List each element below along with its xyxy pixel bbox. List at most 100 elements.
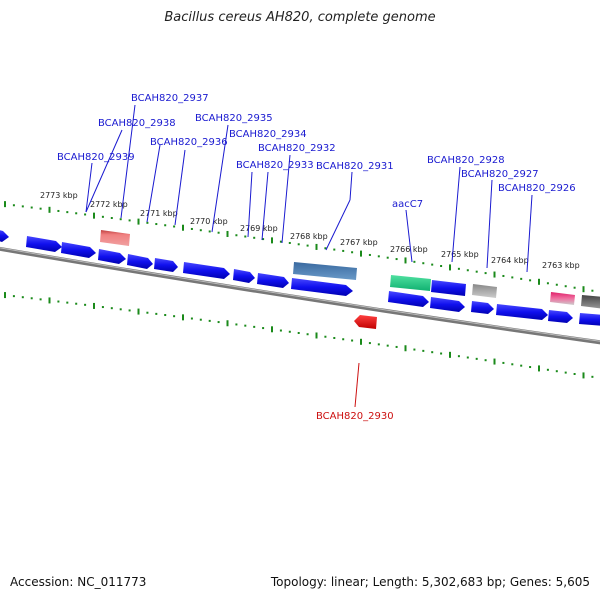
scale-tick (431, 263, 434, 266)
scale-tick (546, 368, 549, 371)
gene-arrow[interactable] (0, 229, 9, 242)
scale-tick (342, 249, 345, 252)
rna-feature[interactable] (293, 262, 357, 280)
scale-tick (137, 308, 140, 315)
scale-tick (502, 274, 505, 277)
gene-arrow[interactable] (61, 242, 96, 258)
scale-tick (368, 253, 371, 256)
scale-tick (493, 358, 496, 365)
scale-label: 2771 kbp (140, 209, 178, 218)
scale-tick (66, 211, 69, 214)
gene-arrow[interactable] (127, 254, 153, 269)
scale-tick (386, 344, 389, 347)
scale-tick (128, 309, 131, 312)
scale-tick (413, 260, 416, 263)
scale-tick (271, 237, 273, 244)
gene-label[interactable]: BCAH820_2928 (427, 155, 505, 166)
gene-label[interactable]: aacC7 (392, 199, 423, 210)
scale-labels: 2773 kbp 2772 kbp 2771 kbp 2770 kbp 2769 kbp… (40, 191, 580, 270)
scale-label: 2764 kbp (491, 256, 529, 265)
scale-tick (93, 302, 95, 309)
scale-tick (164, 224, 167, 227)
gene-label[interactable]: BCAH820_2939 (57, 152, 135, 163)
scale-tick (288, 330, 291, 333)
gene-label[interactable]: BCAH820_2930 (316, 411, 394, 422)
gene-label[interactable]: BCAH820_2937 (131, 93, 209, 104)
scale-label: 2772 kbp (90, 200, 128, 209)
gene-arrow[interactable] (431, 280, 466, 296)
scale-tick (57, 300, 60, 303)
gene-arrow[interactable] (154, 258, 178, 272)
scale-tick (199, 318, 202, 321)
gene-arrow[interactable] (26, 236, 62, 252)
gene-arrow[interactable] (548, 310, 573, 323)
scale-tick (199, 229, 202, 232)
scale-tick (555, 283, 558, 286)
rna-feature[interactable] (472, 284, 497, 298)
gene-label[interactable]: BCAH820_2936 (150, 137, 228, 148)
gene-label[interactable]: BCAH820_2932 (258, 143, 336, 154)
gene-arrow[interactable] (98, 249, 126, 264)
scale-ticks-outer (4, 201, 594, 293)
gene-arrow[interactable] (430, 297, 465, 312)
scale-tick (39, 298, 42, 301)
rna-feature[interactable] (581, 295, 600, 309)
genome-summary: Topology: linear; Length: 5,302,683 bp; … (270, 575, 590, 589)
gene-label[interactable]: BCAH820_2927 (461, 169, 539, 180)
gene-arrow[interactable] (388, 291, 429, 307)
scale-tick (502, 361, 505, 364)
gene-label[interactable]: BCAH820_2931 (316, 161, 394, 172)
scale-tick (449, 264, 451, 271)
gene-label[interactable]: BCAH820_2938 (98, 118, 176, 129)
scale-tick (57, 209, 60, 212)
scale-tick (538, 278, 540, 285)
scale-tick (253, 236, 256, 239)
gene-arrow[interactable] (291, 278, 353, 296)
scale-label: 2766 kbp (390, 245, 428, 254)
gene-arrow[interactable] (471, 301, 494, 314)
scale-tick (386, 256, 389, 259)
scale-tick (84, 213, 87, 216)
scale-tick (75, 302, 78, 305)
gene-label[interactable]: BCAH820_2926 (498, 183, 576, 194)
scale-tick (440, 265, 443, 268)
scale-tick (244, 324, 247, 327)
scale-tick (66, 301, 69, 304)
scale-tick (333, 248, 336, 251)
gene-arrow[interactable] (579, 313, 600, 326)
rna-feature[interactable] (550, 292, 575, 305)
scale-tick (475, 270, 478, 273)
gene-label[interactable]: BCAH820_2933 (236, 160, 314, 171)
label-leader-lines (85, 104, 533, 273)
scale-tick (582, 286, 585, 293)
scale-tick (48, 297, 51, 304)
rna-feature[interactable] (100, 230, 130, 246)
scale-tick (235, 323, 238, 326)
scale-tick (208, 319, 211, 322)
scale-tick (404, 345, 407, 352)
gene-arrow[interactable] (257, 273, 289, 288)
scale-tick (110, 217, 113, 220)
gene-label[interactable]: BCAH820_2935 (195, 113, 273, 124)
scale-tick (466, 356, 469, 359)
scale-label: 2773 kbp (40, 191, 78, 200)
scale-tick (404, 257, 407, 264)
gene-arrow[interactable] (183, 262, 230, 279)
scale-tick (315, 332, 318, 339)
gene-arrow[interactable] (233, 269, 255, 283)
gene-arrow[interactable] (496, 304, 548, 320)
gene-arrow-BCAH820_2930[interactable] (354, 315, 377, 329)
scale-tick (4, 201, 6, 208)
scale-tick (582, 372, 585, 379)
scale-tick (119, 218, 122, 221)
gene-label[interactable]: BCAH820_2934 (229, 129, 307, 140)
genome-backbone-highlight (0, 247, 600, 342)
scale-tick (564, 371, 567, 374)
scale-tick (538, 365, 540, 372)
scale-tick (182, 314, 184, 321)
genome-backbone (0, 246, 600, 345)
scale-tick (440, 352, 443, 355)
rna-feature-aacC7[interactable] (390, 275, 431, 291)
scale-tick (279, 240, 282, 243)
